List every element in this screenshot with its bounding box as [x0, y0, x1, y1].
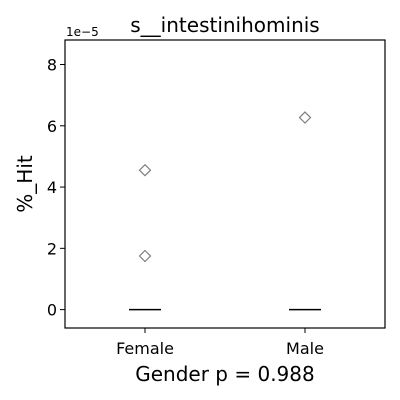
- data-point: [138, 249, 152, 263]
- y-offset-label: 1e−5: [66, 25, 99, 39]
- y-tick-label: 2: [47, 239, 57, 258]
- y-tick-label: 8: [47, 56, 57, 75]
- x-tick-label: Female: [116, 339, 174, 358]
- y-axis: 0 2 4 6 8: [47, 56, 65, 320]
- y-axis-label: %_Hit: [13, 155, 37, 213]
- chart-title: s__intestinihominis: [130, 13, 319, 37]
- x-axis-label: Gender p = 0.988: [135, 362, 314, 386]
- plot-area: [64, 39, 386, 329]
- y-tick-label: 4: [47, 178, 57, 197]
- x-axis: Female Male: [116, 328, 324, 358]
- x-tick-label: Male: [286, 339, 324, 358]
- data-point: [298, 111, 312, 124]
- y-tick-label: 6: [47, 117, 57, 136]
- data-point: [138, 163, 152, 177]
- y-tick-label: 0: [47, 301, 57, 320]
- data-points: [138, 111, 312, 263]
